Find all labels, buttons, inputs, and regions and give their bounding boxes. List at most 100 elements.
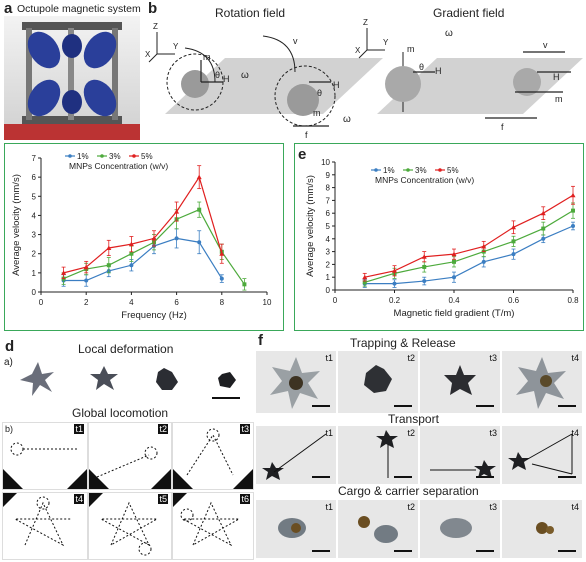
deformation-sequence xyxy=(14,358,250,402)
t3-label: t3 xyxy=(240,424,250,434)
chart-e-point xyxy=(392,281,397,286)
trap-t4-label: t4 xyxy=(571,353,579,363)
transport-t3-label: t3 xyxy=(489,428,497,438)
chart-e-y-tick-label: 8 xyxy=(326,184,331,193)
chart-c-y-axis-label: Average velocity (mm/s) xyxy=(11,174,22,276)
chart-e-point xyxy=(511,239,516,244)
chart-c-legend-marker xyxy=(100,154,104,158)
trap-t3-label: t3 xyxy=(489,353,497,363)
scale-bar xyxy=(394,550,412,552)
locomotion-frame-2: t2 xyxy=(88,422,172,490)
chart-e-point xyxy=(481,259,486,264)
chart-c-y-tick-label: 1 xyxy=(32,269,37,278)
chart-c-point xyxy=(219,276,224,281)
chart-e-point xyxy=(362,274,368,280)
chart-c-y-tick-label: 7 xyxy=(32,154,37,163)
panel-b-letter: b xyxy=(148,0,158,17)
chart-e-y-tick-label: 9 xyxy=(326,171,331,180)
chart-e-point xyxy=(452,275,456,280)
chart-e-point xyxy=(540,210,546,216)
chart-e-legend-marker xyxy=(438,168,442,172)
omega-label-2: ω xyxy=(343,114,351,125)
chart-c-x-tick-label: 2 xyxy=(84,298,89,307)
chart-c-y-tick-label: 5 xyxy=(32,192,37,201)
chart-e-x-tick-label: 0.4 xyxy=(448,296,460,305)
scale-bar xyxy=(394,476,412,478)
cargo-t1-label: t1 xyxy=(325,502,333,512)
chart-c-point xyxy=(129,263,134,268)
chart-c-legend-title: MNPs Concentration (w/v) xyxy=(69,161,168,171)
chart-e-x-axis-label: Magnetic field gradient (T/m) xyxy=(394,308,515,319)
omega-label-3: ω xyxy=(445,28,453,39)
chart-e-legend-label: 3% xyxy=(415,166,427,175)
scale-bar xyxy=(312,405,330,407)
transport-photo-t4: t4 xyxy=(502,426,582,484)
scale-bar xyxy=(558,476,576,478)
axis-x-label-2: X xyxy=(355,46,361,55)
cargo-photo-t1: t1 xyxy=(256,500,336,558)
transport-photo-t1: t1 xyxy=(256,426,336,484)
axis-z-label-2: Z xyxy=(363,18,368,27)
cargo-t4-label: t4 xyxy=(571,502,579,512)
chart-e-series-line-5% xyxy=(364,194,574,278)
chart-c: 0 2 4 6 8 10 0 1 2 3 4 5 6 7 Frequency (Hz) Average vel… xyxy=(11,152,272,321)
chart-e-point xyxy=(422,264,427,269)
trap-t1-label: t1 xyxy=(325,353,333,363)
cargo-t3-label: t3 xyxy=(489,502,497,512)
chart-e-y-tick-label: 7 xyxy=(326,196,331,205)
m-label-3: m xyxy=(407,44,415,54)
cargo-t2-label: t2 xyxy=(407,502,415,512)
panel-e-letter: e xyxy=(298,146,307,163)
t4-label: t4 xyxy=(74,494,84,504)
chart-c-point xyxy=(219,251,225,256)
chart-e-legend-label: 1% xyxy=(383,166,395,175)
chart-e-point xyxy=(571,208,575,213)
chart-e-legend-title: MNPs Concentration (w/v) xyxy=(375,175,474,185)
chart-e-point xyxy=(392,268,397,273)
chart-c-x-tick-label: 6 xyxy=(174,298,179,307)
chart-e-point xyxy=(362,280,367,285)
trap-photo-t3: t3 xyxy=(420,351,500,413)
locomotion-frame-5: t5 xyxy=(88,492,172,560)
t6-label: t6 xyxy=(240,494,250,504)
axis-x-label-1: X xyxy=(145,50,151,59)
scale-bar xyxy=(558,405,576,407)
chart-c-point xyxy=(174,236,179,241)
panel-a-title: Octupole magnetic system xyxy=(17,3,141,15)
gradient-field-title: Gradient field xyxy=(433,6,505,20)
chart-c-x-tick-label: 0 xyxy=(39,298,44,307)
chart-e-point xyxy=(541,236,546,241)
locomotion-frame-1: b) t1 xyxy=(2,422,88,490)
chart-c-frame: 0 2 4 6 8 10 0 1 2 3 4 5 6 7 Frequency (Hz) Average vel… xyxy=(4,143,284,331)
axis-y-label-1: Y xyxy=(173,42,179,51)
chart-c-point xyxy=(61,270,67,275)
panel-d-letter: d xyxy=(5,338,15,355)
locomotion-frame-6: t6 xyxy=(172,492,254,560)
t5-label: t5 xyxy=(158,494,168,504)
chart-c-x-tick-label: 4 xyxy=(129,298,134,307)
chart-c-y-tick-label: 6 xyxy=(32,173,37,182)
octupole-illustration xyxy=(4,22,140,140)
m-label-2: m xyxy=(313,108,321,118)
cargo-photo-t3: t3 xyxy=(420,500,500,558)
trapping-release-title: Trapping & Release xyxy=(350,336,456,350)
chart-e-y-tick-label: 6 xyxy=(326,209,331,218)
axis-z-label-1: Z xyxy=(153,22,158,31)
chart-c-point xyxy=(84,278,89,283)
chart-e-point xyxy=(421,254,427,259)
chart-c-point xyxy=(129,251,134,256)
trap-t2-label: t2 xyxy=(407,353,415,363)
chart-c-x-tick-label: 10 xyxy=(263,298,272,307)
local-deformation-title: Local deformation xyxy=(78,342,174,356)
chart-c-legend-label: 1% xyxy=(77,152,89,161)
v-label-2: v xyxy=(543,40,548,50)
rotation-field-title: Rotation field xyxy=(215,6,286,20)
trap-photo-t4: t4 xyxy=(502,351,582,413)
transport-photo-t2: t2 xyxy=(338,426,418,484)
chart-c-series-line-1% xyxy=(63,237,223,282)
chart-e-point xyxy=(511,252,516,257)
chart-e-x-tick-label: 0.8 xyxy=(567,296,579,305)
chart-e-x-tick-label: 0 xyxy=(333,296,338,305)
chart-e-x-tick-label: 0.2 xyxy=(389,296,401,305)
chart-e: 0 0.2 0.4 0.6 0.8 0 1 2 3 4 5 6 7 8 9 10 Magnetic field … xyxy=(305,158,579,319)
